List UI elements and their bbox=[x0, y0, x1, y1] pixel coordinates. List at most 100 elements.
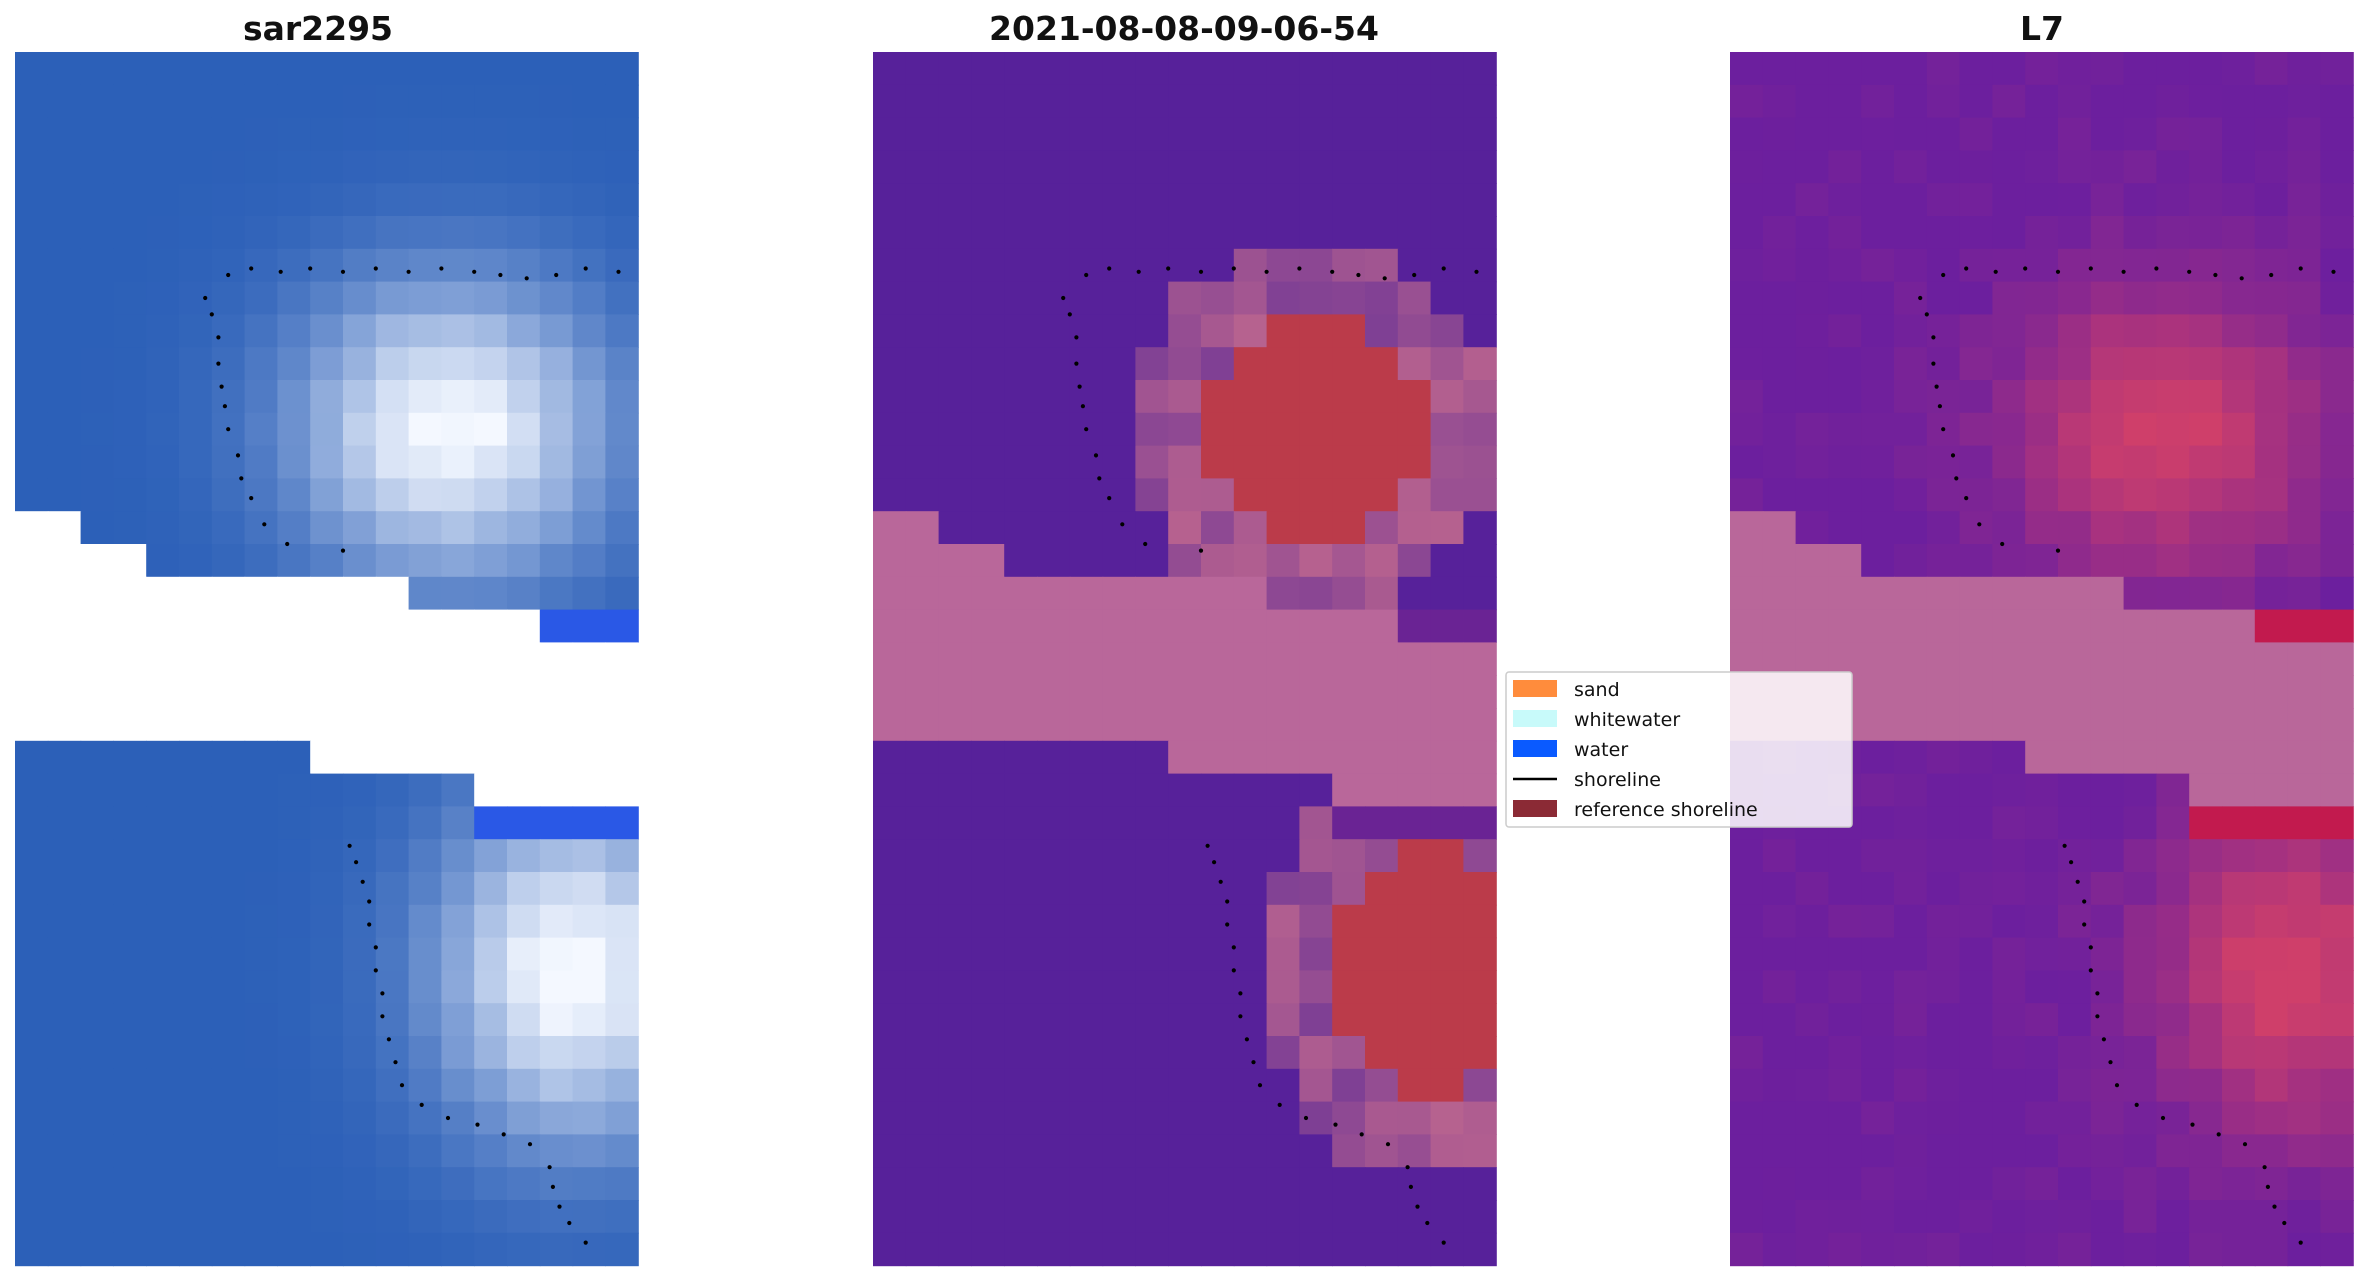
raster-cell bbox=[1730, 281, 1764, 315]
raster-cell bbox=[1201, 904, 1235, 939]
raster-cell bbox=[605, 1167, 639, 1201]
raster-cell bbox=[2090, 708, 2125, 742]
raster-cell bbox=[539, 216, 574, 250]
raster-cell bbox=[1004, 84, 1038, 119]
raster-cell bbox=[1926, 872, 1961, 906]
raster-cell bbox=[1004, 740, 1038, 775]
raster-cell bbox=[905, 937, 940, 971]
raster-cell bbox=[2058, 773, 2092, 807]
raster-cell bbox=[1959, 412, 1993, 447]
raster-cell bbox=[873, 445, 907, 479]
raster-cell bbox=[2189, 675, 2223, 709]
raster-cell bbox=[1365, 904, 1399, 939]
raster-cell bbox=[1365, 1068, 1399, 1103]
raster-cell bbox=[1463, 1068, 1497, 1103]
shoreline-dot bbox=[1934, 384, 1939, 389]
raster-cell bbox=[1926, 970, 1961, 1004]
raster-cell bbox=[2090, 1101, 2125, 1135]
raster-cell bbox=[1828, 576, 1862, 611]
raster-cell bbox=[938, 216, 972, 250]
raster-cell bbox=[1397, 478, 1432, 512]
raster-cell bbox=[1102, 937, 1136, 971]
raster-cell bbox=[343, 52, 377, 86]
shoreline-dot bbox=[1931, 361, 1936, 366]
raster-cell bbox=[1266, 740, 1300, 775]
raster-cell bbox=[1332, 872, 1366, 906]
raster-cell bbox=[1102, 1068, 1136, 1103]
raster-cell bbox=[1926, 740, 1961, 775]
raster-cell bbox=[1463, 511, 1497, 545]
raster-cell bbox=[179, 84, 213, 119]
raster-cell bbox=[1894, 576, 1928, 611]
raster-cell bbox=[1299, 347, 1333, 381]
raster-cell bbox=[971, 183, 1005, 217]
raster-cell bbox=[2222, 183, 2256, 217]
legend-label-water: water bbox=[1574, 739, 1628, 761]
raster-cell bbox=[211, 478, 246, 512]
raster-cell bbox=[905, 1068, 940, 1103]
raster-cell bbox=[179, 740, 213, 775]
raster-cell bbox=[1135, 904, 1169, 939]
raster-cell bbox=[375, 1003, 410, 1037]
raster-cell bbox=[441, 1232, 475, 1267]
raster-cell bbox=[2222, 511, 2256, 545]
raster-cell bbox=[507, 511, 541, 545]
raster-cell bbox=[572, 970, 606, 1004]
shoreline-dot bbox=[380, 1014, 385, 1019]
raster-cell bbox=[1233, 380, 1268, 414]
raster-cell bbox=[2123, 347, 2157, 381]
raster-cell bbox=[905, 1101, 940, 1135]
raster-cell bbox=[1430, 84, 1464, 119]
raster-cell bbox=[310, 576, 344, 611]
raster-cell bbox=[1004, 872, 1038, 906]
raster-cell bbox=[15, 1101, 49, 1135]
raster-cell bbox=[1299, 1232, 1333, 1267]
raster-cell bbox=[1365, 773, 1399, 807]
raster-cell bbox=[179, 412, 213, 447]
legend-label-whitewater: whitewater bbox=[1574, 709, 1680, 731]
raster-cell bbox=[2254, 576, 2289, 611]
raster-cell bbox=[2254, 1068, 2289, 1103]
raster-cell bbox=[113, 904, 147, 939]
raster-cell bbox=[1168, 248, 1202, 283]
raster-cell bbox=[146, 183, 180, 217]
raster-cell bbox=[1135, 773, 1169, 807]
raster-cell bbox=[905, 872, 940, 906]
raster-cell bbox=[244, 445, 278, 479]
raster-cell bbox=[2123, 839, 2157, 873]
raster-cell bbox=[1397, 708, 1432, 742]
raster-cell bbox=[2058, 937, 2092, 971]
raster-cell bbox=[2058, 904, 2092, 939]
raster-cell bbox=[2189, 708, 2223, 742]
raster-cell bbox=[1004, 708, 1038, 742]
raster-cell bbox=[2156, 1200, 2190, 1234]
raster-cell bbox=[1168, 1232, 1202, 1267]
raster-cell bbox=[1430, 1068, 1464, 1103]
raster-cell bbox=[15, 445, 49, 479]
raster-cell bbox=[1135, 1068, 1169, 1103]
raster-cell bbox=[211, 970, 246, 1004]
raster-cell bbox=[179, 1068, 213, 1103]
raster-cell bbox=[15, 380, 49, 414]
raster-cell bbox=[1762, 412, 1797, 447]
raster-cell bbox=[1102, 248, 1136, 283]
raster-cell bbox=[1828, 544, 1862, 578]
raster-cell bbox=[1299, 675, 1333, 709]
raster-cell bbox=[1233, 445, 1268, 479]
raster-cell bbox=[1332, 412, 1366, 447]
raster-cell bbox=[441, 52, 475, 86]
raster-cell bbox=[938, 380, 972, 414]
raster-cell bbox=[572, 84, 606, 119]
raster-cell bbox=[1233, 740, 1268, 775]
raster-cell bbox=[1861, 314, 1895, 348]
raster-cell bbox=[47, 52, 82, 86]
shoreline-dot bbox=[527, 1142, 533, 1147]
raster-cell bbox=[1365, 839, 1399, 873]
raster-cell bbox=[1201, 314, 1235, 348]
shoreline-dot bbox=[393, 1060, 398, 1065]
raster-cell bbox=[1926, 84, 1961, 119]
raster-cell bbox=[873, 281, 907, 315]
raster-cell bbox=[1926, 609, 1961, 643]
raster-cell bbox=[15, 1003, 49, 1037]
raster-cell bbox=[905, 970, 940, 1004]
